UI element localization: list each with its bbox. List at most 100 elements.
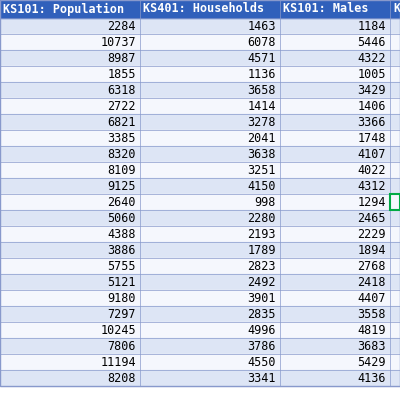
Text: 1406: 1406	[358, 100, 386, 112]
Text: 5060: 5060	[108, 212, 136, 224]
Bar	[390, 18, 400, 34]
Text: 8987: 8987	[108, 52, 136, 64]
Bar	[140, 210, 280, 226]
Bar	[390, 34, 400, 50]
Bar	[280, 226, 390, 242]
Text: 2465: 2465	[358, 212, 386, 224]
Bar	[140, 34, 280, 50]
Text: 2823: 2823	[248, 260, 276, 272]
Text: 10245: 10245	[100, 324, 136, 336]
Bar	[140, 338, 280, 354]
Bar	[280, 114, 390, 130]
Text: 4996: 4996	[248, 324, 276, 336]
Text: 3886: 3886	[108, 244, 136, 256]
Bar	[280, 130, 390, 146]
Bar	[280, 210, 390, 226]
Text: 3901: 3901	[248, 292, 276, 304]
Bar	[0, 210, 140, 226]
Bar	[140, 130, 280, 146]
Bar	[140, 66, 280, 82]
Bar	[280, 18, 390, 34]
Bar	[390, 354, 400, 370]
Text: 11194: 11194	[100, 356, 136, 368]
Bar	[0, 354, 140, 370]
Bar	[0, 114, 140, 130]
Bar	[390, 290, 400, 306]
Bar	[0, 338, 140, 354]
Text: 2418: 2418	[358, 276, 386, 288]
Text: 8208: 8208	[108, 372, 136, 384]
Text: 1414: 1414	[248, 100, 276, 112]
Bar	[390, 50, 400, 66]
Text: 3251: 3251	[248, 164, 276, 176]
Bar	[390, 338, 400, 354]
Bar	[390, 194, 400, 210]
Bar	[140, 0, 280, 18]
Bar	[390, 370, 400, 386]
Bar	[0, 50, 140, 66]
Bar	[390, 322, 400, 338]
Text: 2835: 2835	[248, 308, 276, 320]
Text: 8109: 8109	[108, 164, 136, 176]
Text: 5429: 5429	[358, 356, 386, 368]
Text: 1294: 1294	[358, 196, 386, 208]
Text: 2229: 2229	[358, 228, 386, 240]
Bar	[280, 290, 390, 306]
Text: KS1: KS1	[393, 2, 400, 16]
Text: 1789: 1789	[248, 244, 276, 256]
Bar	[140, 290, 280, 306]
Bar	[140, 146, 280, 162]
Bar	[140, 162, 280, 178]
Text: 4550: 4550	[248, 356, 276, 368]
Text: 3683: 3683	[358, 340, 386, 352]
Text: 2280: 2280	[248, 212, 276, 224]
Bar	[280, 354, 390, 370]
Text: 10737: 10737	[100, 36, 136, 48]
Bar	[0, 226, 140, 242]
Text: 4022: 4022	[358, 164, 386, 176]
Bar	[0, 322, 140, 338]
Text: 5755: 5755	[108, 260, 136, 272]
Text: 3638: 3638	[248, 148, 276, 160]
Bar	[140, 274, 280, 290]
Bar	[0, 82, 140, 98]
Text: 3385: 3385	[108, 132, 136, 144]
Bar	[280, 34, 390, 50]
Bar	[390, 242, 400, 258]
Bar	[390, 226, 400, 242]
Text: 4107: 4107	[358, 148, 386, 160]
Text: KS101: Population: KS101: Population	[3, 2, 124, 16]
Text: 2722: 2722	[108, 100, 136, 112]
Text: 4571: 4571	[248, 52, 276, 64]
Bar	[0, 162, 140, 178]
Bar	[280, 98, 390, 114]
Bar	[390, 66, 400, 82]
Text: 2041: 2041	[248, 132, 276, 144]
Bar	[280, 258, 390, 274]
Bar	[0, 290, 140, 306]
Bar	[0, 258, 140, 274]
Bar	[280, 242, 390, 258]
Bar	[0, 242, 140, 258]
Bar	[280, 66, 390, 82]
Bar	[140, 18, 280, 34]
Text: 7806: 7806	[108, 340, 136, 352]
Bar	[140, 306, 280, 322]
Bar	[140, 114, 280, 130]
Text: 4136: 4136	[358, 372, 386, 384]
Bar	[0, 34, 140, 50]
Text: 4819: 4819	[358, 324, 386, 336]
Bar	[280, 146, 390, 162]
Bar	[140, 354, 280, 370]
Bar	[0, 274, 140, 290]
Bar	[0, 130, 140, 146]
Bar	[390, 82, 400, 98]
Bar	[140, 50, 280, 66]
Text: 3341: 3341	[248, 372, 276, 384]
Text: 6318: 6318	[108, 84, 136, 96]
Bar	[140, 242, 280, 258]
Bar	[140, 322, 280, 338]
Text: KS101: Males: KS101: Males	[283, 2, 368, 16]
Bar	[390, 258, 400, 274]
Bar	[390, 274, 400, 290]
